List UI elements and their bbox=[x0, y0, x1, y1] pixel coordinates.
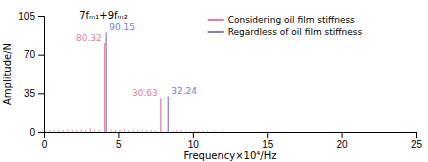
x-tick: 10 bbox=[188, 132, 200, 150]
stem bbox=[168, 96, 169, 132]
stem bbox=[85, 130, 86, 132]
x-tick-mark bbox=[193, 132, 194, 138]
stem bbox=[124, 129, 125, 132]
x-tick-label: 10 bbox=[188, 139, 200, 150]
stem bbox=[171, 131, 172, 132]
stem bbox=[215, 131, 216, 132]
y-tick-mark bbox=[38, 93, 44, 94]
stem bbox=[189, 131, 190, 132]
legend-label: Considering oil film stiffness bbox=[228, 15, 355, 25]
stem bbox=[194, 131, 195, 132]
stem bbox=[203, 131, 204, 132]
data-label: 80.32 bbox=[76, 33, 102, 43]
y-tick-label: 70 bbox=[24, 49, 36, 60]
stem bbox=[137, 130, 138, 132]
chart: 0 5 10 15 20 25 0 35 70 105 80.32 30.63 90.15 32.24 7f… bbox=[0, 0, 428, 162]
stem bbox=[198, 131, 199, 132]
stem bbox=[160, 98, 161, 132]
stem bbox=[76, 130, 77, 132]
y-tick-mark bbox=[38, 132, 44, 133]
plot: 0 5 10 15 20 25 0 35 70 105 80.32 30.63 90.15 32.24 7f… bbox=[18, 10, 422, 150]
stem bbox=[110, 129, 111, 132]
y-tick-label: 0 bbox=[29, 127, 35, 138]
x-tick: 5 bbox=[116, 132, 122, 150]
x-tick-mark bbox=[118, 132, 119, 138]
x-tick: 15 bbox=[262, 132, 274, 150]
data-labels: 80.32 30.63 90.15 32.24 bbox=[76, 22, 197, 98]
legend-swatch bbox=[208, 19, 224, 21]
x-tick-mark bbox=[267, 132, 268, 138]
data-label: 30.63 bbox=[132, 88, 158, 98]
stem bbox=[67, 129, 68, 132]
x-tick: 25 bbox=[411, 132, 423, 150]
stem bbox=[222, 131, 223, 132]
data-label: 32.24 bbox=[171, 86, 197, 96]
series bbox=[50, 43, 223, 132]
y-tick: 70 bbox=[24, 49, 44, 60]
x-tick-mark bbox=[416, 132, 417, 138]
x-tick-label: 5 bbox=[116, 139, 122, 150]
stem bbox=[106, 32, 107, 132]
y-axis-line bbox=[38, 17, 45, 133]
x-tick-label: 25 bbox=[411, 139, 423, 150]
stem bbox=[90, 128, 91, 132]
stem bbox=[94, 130, 95, 132]
stem bbox=[133, 130, 134, 132]
stem bbox=[81, 129, 82, 132]
stem bbox=[72, 130, 73, 132]
y-tick-label: 105 bbox=[18, 11, 35, 22]
legend-swatch bbox=[208, 31, 224, 33]
stem bbox=[49, 130, 50, 132]
stem bbox=[54, 130, 55, 132]
legend-label: Regardless of oil film stiffness bbox=[228, 27, 363, 37]
y-axis: 0 35 70 105 bbox=[18, 11, 44, 138]
marks bbox=[50, 32, 223, 132]
stem bbox=[115, 130, 116, 132]
x-axis: 0 5 10 15 20 25 bbox=[42, 132, 423, 150]
annotation: 7fₘ₁+9fₘ₂ bbox=[79, 10, 128, 21]
y-tick-mark bbox=[38, 16, 44, 17]
x-axis-line bbox=[45, 133, 417, 139]
stem bbox=[99, 130, 100, 132]
data-label: 90.15 bbox=[109, 22, 135, 32]
x-tick-label: 15 bbox=[262, 139, 274, 150]
stem bbox=[119, 130, 120, 132]
stem bbox=[207, 131, 208, 132]
stem bbox=[142, 129, 143, 132]
stem bbox=[180, 130, 181, 132]
stem bbox=[104, 43, 105, 132]
y-tick: 105 bbox=[18, 11, 44, 22]
stem bbox=[176, 130, 177, 132]
x-tick: 0 bbox=[42, 132, 48, 150]
legend-item: Regardless of oil film stiffness bbox=[208, 27, 363, 37]
series bbox=[106, 32, 168, 132]
stem bbox=[151, 130, 152, 132]
y-tick: 0 bbox=[29, 127, 44, 138]
y-tick-label: 35 bbox=[24, 88, 36, 99]
stem bbox=[128, 130, 129, 132]
stem bbox=[155, 130, 156, 132]
x-axis-title: Frequency×10⁴/Hz bbox=[184, 150, 277, 161]
x-tick: 20 bbox=[337, 132, 349, 150]
legend: Considering oil film stiffness Regardless… bbox=[208, 15, 363, 37]
y-tick-mark bbox=[38, 55, 44, 56]
x-tick-label: 20 bbox=[337, 139, 349, 150]
stem bbox=[63, 130, 64, 132]
x-tick-label: 0 bbox=[42, 139, 48, 150]
legend-item: Considering oil film stiffness bbox=[208, 15, 355, 25]
stem bbox=[185, 131, 186, 132]
x-tick-mark bbox=[342, 132, 343, 138]
stem bbox=[146, 130, 147, 132]
y-tick: 35 bbox=[24, 88, 44, 99]
stem bbox=[58, 130, 59, 132]
y-axis-title: Amplitude/N bbox=[2, 43, 13, 105]
